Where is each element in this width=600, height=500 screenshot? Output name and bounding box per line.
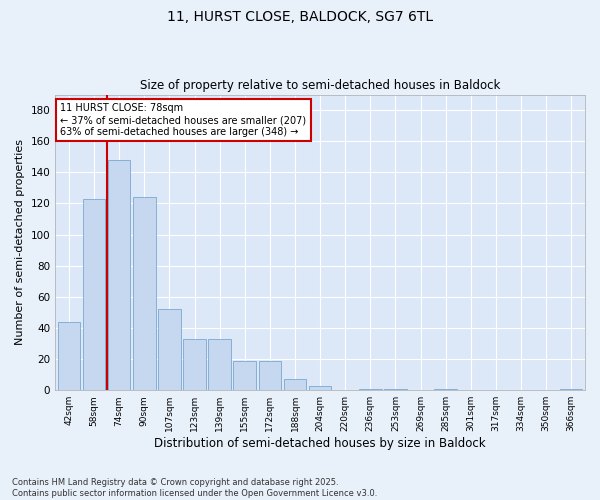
Bar: [233, 360, 256, 390]
Title: Size of property relative to semi-detached houses in Baldock: Size of property relative to semi-detach…: [140, 79, 500, 92]
Y-axis label: Number of semi-detached properties: Number of semi-detached properties: [15, 140, 25, 346]
Bar: [208, 339, 231, 390]
Bar: [359, 388, 382, 390]
Text: 11 HURST CLOSE: 78sqm
← 37% of semi-detached houses are smaller (207)
63% of sem: 11 HURST CLOSE: 78sqm ← 37% of semi-deta…: [61, 104, 307, 136]
Bar: [560, 388, 583, 390]
Bar: [309, 386, 331, 390]
X-axis label: Distribution of semi-detached houses by size in Baldock: Distribution of semi-detached houses by …: [154, 437, 486, 450]
Bar: [58, 322, 80, 390]
Bar: [133, 198, 155, 390]
Bar: [83, 199, 106, 390]
Bar: [183, 339, 206, 390]
Text: Contains HM Land Registry data © Crown copyright and database right 2025.
Contai: Contains HM Land Registry data © Crown c…: [12, 478, 377, 498]
Bar: [259, 360, 281, 390]
Text: 11, HURST CLOSE, BALDOCK, SG7 6TL: 11, HURST CLOSE, BALDOCK, SG7 6TL: [167, 10, 433, 24]
Bar: [108, 160, 130, 390]
Bar: [158, 310, 181, 390]
Bar: [434, 388, 457, 390]
Bar: [284, 380, 306, 390]
Bar: [384, 388, 407, 390]
